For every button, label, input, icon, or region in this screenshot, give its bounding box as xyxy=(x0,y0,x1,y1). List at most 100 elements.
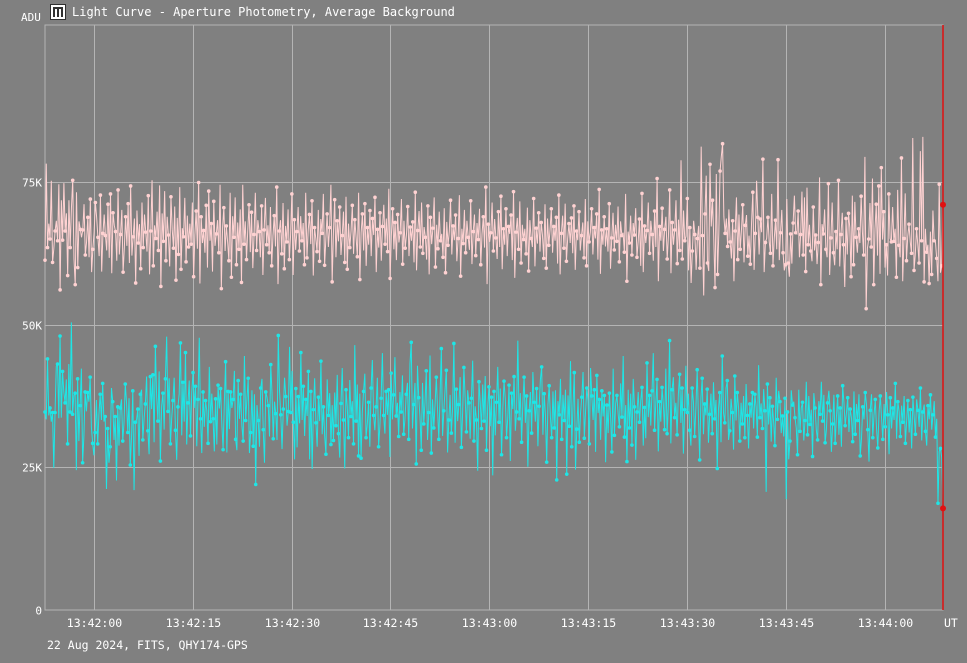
data-point xyxy=(627,241,632,245)
data-point xyxy=(592,387,597,392)
data-point xyxy=(655,176,659,181)
data-point xyxy=(316,395,321,399)
data-point xyxy=(922,280,926,284)
data-point xyxy=(446,243,450,248)
data-point xyxy=(855,418,860,423)
data-point xyxy=(879,165,884,170)
data-point xyxy=(554,478,559,482)
data-point xyxy=(244,257,249,262)
data-point xyxy=(928,393,933,397)
data-point xyxy=(148,374,153,379)
data-point xyxy=(647,251,652,256)
data-point xyxy=(720,141,725,146)
data-point xyxy=(868,408,873,413)
data-point xyxy=(336,431,341,436)
data-point xyxy=(325,212,329,216)
data-point xyxy=(501,226,506,231)
data-point xyxy=(718,169,722,173)
data-point xyxy=(370,216,375,221)
data-point xyxy=(310,198,314,203)
data-point xyxy=(478,262,483,267)
data-point xyxy=(243,418,248,423)
data-point xyxy=(414,462,419,466)
cursor-marker[interactable] xyxy=(940,505,946,512)
data-point xyxy=(609,236,614,240)
data-point xyxy=(730,218,735,223)
data-point xyxy=(324,452,328,456)
data-point xyxy=(904,258,909,263)
data-point xyxy=(527,409,531,413)
x-tick-label: 13:42:45 xyxy=(363,616,418,630)
data-point xyxy=(931,413,935,417)
data-point xyxy=(50,260,55,265)
data-point xyxy=(98,193,103,197)
data-point xyxy=(917,261,921,265)
data-point xyxy=(554,215,559,220)
data-point xyxy=(141,245,146,250)
data-point xyxy=(278,413,283,417)
data-point xyxy=(602,214,606,219)
data-point xyxy=(213,397,218,401)
data-point xyxy=(206,189,211,193)
light-curve-app-icon[interactable] xyxy=(50,4,66,20)
data-point xyxy=(291,420,296,425)
data-point xyxy=(577,440,582,445)
data-point xyxy=(700,233,705,238)
data-point xyxy=(869,245,874,249)
data-point xyxy=(836,178,841,183)
data-point xyxy=(314,421,318,425)
data-point xyxy=(878,394,883,398)
data-point xyxy=(932,238,936,243)
data-point xyxy=(667,188,672,192)
data-point xyxy=(96,235,100,240)
data-point xyxy=(53,410,57,415)
data-point xyxy=(683,238,687,243)
data-point xyxy=(677,248,682,253)
data-point xyxy=(748,262,753,266)
data-point xyxy=(131,234,135,239)
data-point xyxy=(222,205,226,210)
data-point xyxy=(63,401,67,405)
data-point xyxy=(351,442,356,446)
data-point xyxy=(740,422,745,426)
data-point xyxy=(358,277,362,282)
data-point xyxy=(70,412,75,417)
data-point xyxy=(156,248,161,253)
data-point xyxy=(116,188,120,192)
data-point xyxy=(708,162,712,167)
data-point xyxy=(393,220,397,225)
data-point xyxy=(462,365,466,370)
data-point xyxy=(781,250,785,255)
data-point xyxy=(640,191,644,196)
data-point xyxy=(647,393,652,398)
time-cursor[interactable] xyxy=(940,25,946,610)
data-point xyxy=(858,454,863,458)
data-point xyxy=(710,198,715,203)
data-point xyxy=(903,441,908,446)
data-point xyxy=(326,413,331,418)
data-point xyxy=(60,238,65,242)
data-point xyxy=(216,383,220,387)
data-point xyxy=(863,390,868,395)
data-point xyxy=(552,426,556,430)
data-point xyxy=(897,243,901,248)
data-point xyxy=(321,405,326,409)
series-0 xyxy=(43,136,944,311)
data-point xyxy=(304,397,308,402)
data-point xyxy=(698,266,702,270)
data-point xyxy=(221,447,225,452)
x-tick-label: 13:42:30 xyxy=(265,616,320,630)
data-point xyxy=(650,389,654,393)
data-point xyxy=(481,214,486,219)
data-point xyxy=(390,206,395,211)
data-point xyxy=(256,418,261,423)
data-point xyxy=(529,236,533,241)
data-point xyxy=(63,229,67,233)
data-point xyxy=(236,378,240,383)
data-point xyxy=(582,256,586,260)
data-point xyxy=(70,178,75,183)
cursor-marker[interactable] xyxy=(940,201,946,208)
data-point xyxy=(103,414,107,419)
data-point xyxy=(233,437,238,442)
data-point xyxy=(315,249,319,254)
